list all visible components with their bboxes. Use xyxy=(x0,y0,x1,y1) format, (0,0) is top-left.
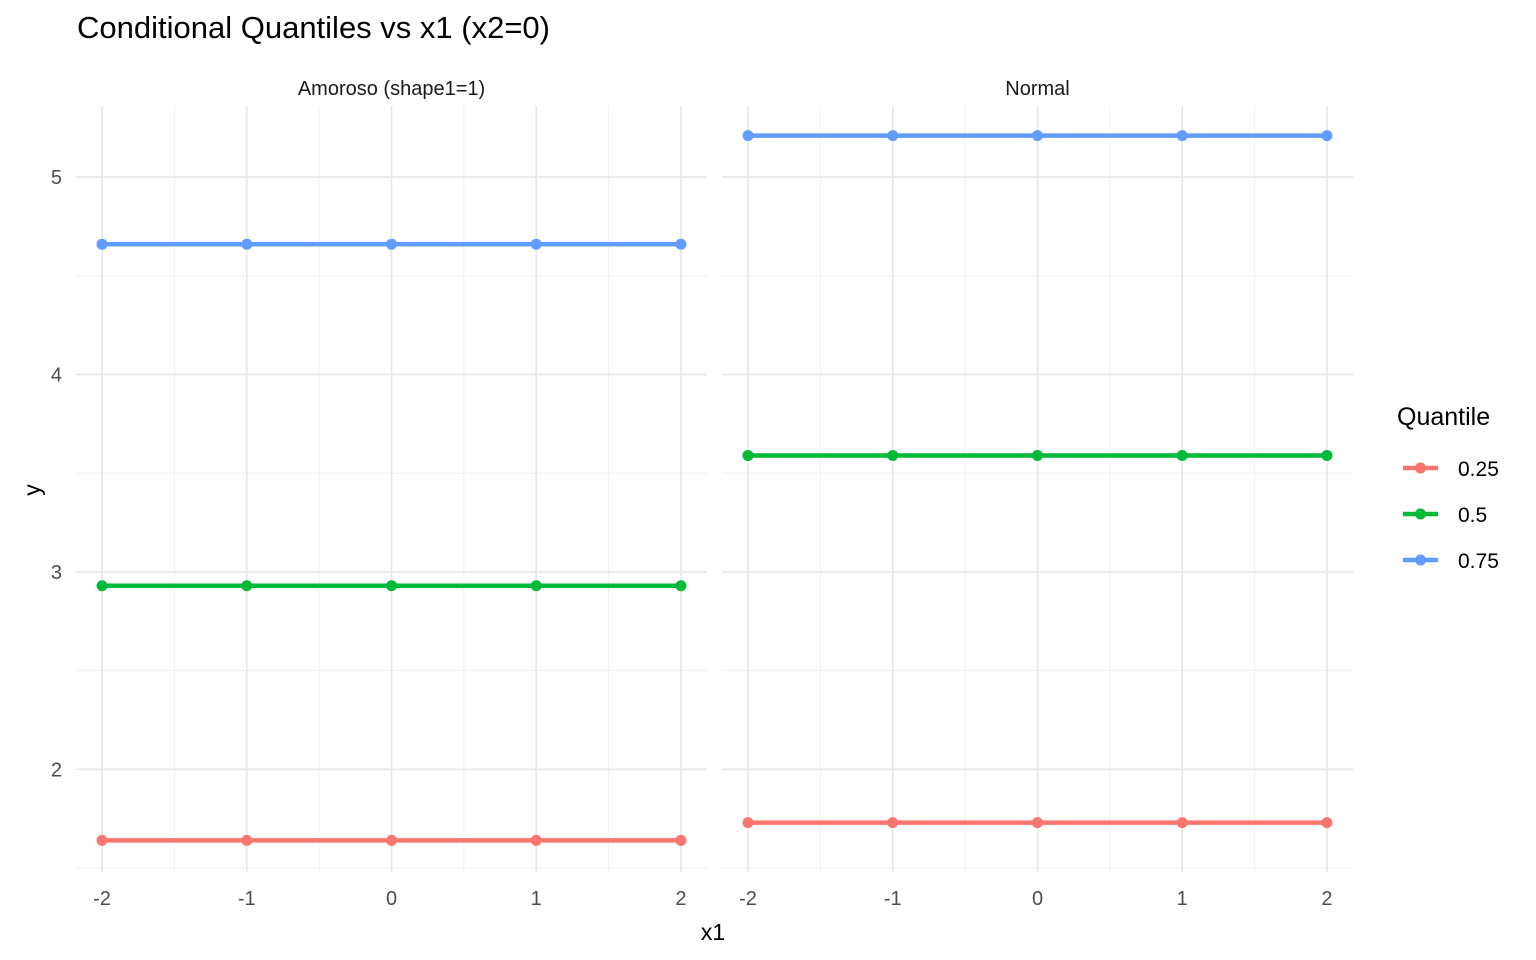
legend-label: 0.25 xyxy=(1458,458,1499,481)
facet-label: Amoroso (shape1=1) xyxy=(298,78,485,100)
data-point xyxy=(96,834,108,846)
data-point xyxy=(675,834,687,846)
data-point xyxy=(530,580,542,592)
data-point xyxy=(241,580,253,592)
legend-item: 0.5 xyxy=(1403,504,1487,527)
x-tick-label: 0 xyxy=(1032,888,1043,910)
y-tick-label: 5 xyxy=(51,167,62,189)
data-point xyxy=(386,834,397,846)
data-point xyxy=(675,580,687,592)
data-point xyxy=(675,238,687,250)
x-tick-label: -1 xyxy=(884,888,902,910)
legend-item: 0.75 xyxy=(1403,550,1499,573)
data-point xyxy=(1032,449,1043,461)
facet-panel: Normal -2 -1 0 1 2 xyxy=(722,78,1353,910)
facet-panels: Amoroso (shape1=1) -2 -1 0 1 2 2 3 4 5 Normal -2 -1 0… xyxy=(51,78,1353,910)
data-point xyxy=(241,238,253,250)
data-point xyxy=(887,449,899,461)
legend-key-point xyxy=(1415,554,1426,566)
chart-title: Conditional Quantiles vs x1 (x2=0) xyxy=(77,10,550,45)
facet-panel: Amoroso (shape1=1) -2 -1 0 1 2 2 3 4 5 xyxy=(51,78,707,910)
y-tick-label: 4 xyxy=(51,364,62,386)
data-point xyxy=(887,130,899,142)
x-tick-label: 0 xyxy=(386,888,397,910)
data-point xyxy=(530,238,542,250)
data-point xyxy=(742,817,754,829)
data-point xyxy=(241,834,253,846)
x-tick-label: 1 xyxy=(1177,888,1188,910)
data-point xyxy=(1032,817,1043,829)
x-tick-label: -1 xyxy=(238,888,256,910)
y-tick-label: 3 xyxy=(51,562,62,584)
facet-label: Normal xyxy=(1005,78,1069,100)
x-axis-label: x1 xyxy=(701,919,725,945)
data-point xyxy=(530,834,542,846)
data-point xyxy=(1321,130,1333,142)
data-point xyxy=(1176,817,1188,829)
data-point xyxy=(742,130,754,142)
legend: Quantile 0.25 0.5 0.75 xyxy=(1397,403,1499,573)
data-point xyxy=(386,238,397,250)
x-tick-label: 2 xyxy=(1321,888,1332,910)
x-tick-label: 2 xyxy=(675,888,686,910)
data-point xyxy=(1032,130,1043,142)
legend-key-point xyxy=(1415,508,1426,520)
data-point xyxy=(742,449,754,461)
data-point xyxy=(1321,817,1333,829)
data-point xyxy=(96,580,108,592)
data-point xyxy=(386,580,397,592)
data-point xyxy=(96,238,108,250)
y-axis-label: y xyxy=(19,484,45,496)
legend-label: 0.75 xyxy=(1458,550,1499,573)
x-tick-label: -2 xyxy=(93,888,111,910)
x-tick-label: -2 xyxy=(739,888,757,910)
y-tick-label: 2 xyxy=(51,759,62,781)
data-point xyxy=(1176,130,1188,142)
legend-title: Quantile xyxy=(1397,403,1490,431)
x-tick-label: 1 xyxy=(531,888,542,910)
legend-label: 0.5 xyxy=(1458,504,1487,527)
data-point xyxy=(887,817,899,829)
legend-key-point xyxy=(1415,462,1426,474)
data-point xyxy=(1321,449,1333,461)
data-point xyxy=(1176,449,1188,461)
legend-item: 0.25 xyxy=(1403,458,1499,481)
legend-items: 0.25 0.5 0.75 xyxy=(1403,458,1499,573)
